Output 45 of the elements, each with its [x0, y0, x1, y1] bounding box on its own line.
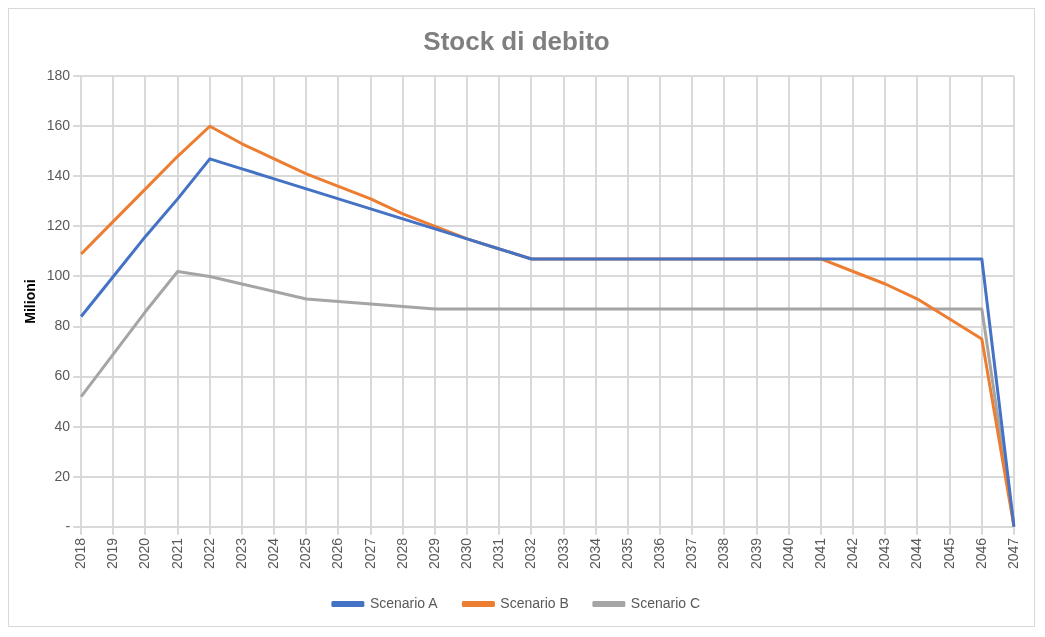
- x-tick-label: 2043: [876, 537, 893, 570]
- x-tick-label: 2041: [811, 537, 828, 570]
- x-tick-label: 2040: [779, 537, 796, 570]
- y-tick-label: 140: [46, 167, 71, 184]
- x-tick-label: 2045: [940, 537, 957, 570]
- y-tick-label: 120: [46, 217, 71, 234]
- y-axis-title: Milioni: [22, 279, 39, 324]
- x-tick-label: 2026: [329, 537, 346, 570]
- x-tick-label: 2023: [232, 537, 249, 570]
- legend-label: Scenario B: [500, 594, 569, 611]
- legend-label: Scenario C: [630, 594, 701, 611]
- x-tick-label: 2038: [715, 537, 732, 570]
- y-tick-label: 100: [46, 267, 71, 284]
- y-tick-label: 20: [54, 467, 71, 484]
- x-tick-label: 2037: [683, 537, 700, 570]
- x-tick-label: 2044: [908, 537, 925, 570]
- x-tick-label: 2035: [618, 537, 635, 570]
- x-tick-label: 2046: [972, 537, 989, 570]
- x-tick-label: 2029: [425, 537, 442, 570]
- x-tick-label: 2025: [297, 537, 314, 570]
- y-tick-label: 80: [54, 317, 71, 334]
- y-tick-label: 60: [54, 367, 71, 384]
- x-tick-label: 2033: [554, 537, 571, 570]
- x-tick-label: 2030: [458, 537, 475, 570]
- x-tick-label: 2021: [168, 537, 185, 570]
- y-tick-label: 40: [54, 417, 71, 434]
- x-tick-label: 2042: [844, 537, 861, 570]
- x-tick-label: 2039: [747, 537, 764, 570]
- x-tick-label: 2018: [72, 537, 89, 570]
- x-tick-label: 2020: [136, 537, 153, 570]
- x-tick-label: 2019: [104, 537, 121, 570]
- x-tick-label: 2022: [200, 537, 217, 570]
- x-tick-label: 2047: [1004, 537, 1021, 570]
- chart-title: Stock di debito: [423, 25, 610, 56]
- x-tick-label: 2032: [522, 537, 539, 570]
- legend-label: Scenario A: [369, 594, 439, 611]
- x-tick-label: 2034: [586, 537, 603, 570]
- y-tick-label: -: [65, 517, 71, 534]
- y-tick-label: 160: [46, 117, 71, 134]
- x-tick-label: 2031: [490, 537, 507, 570]
- y-tick-label: 180: [46, 67, 71, 84]
- x-tick-label: 2024: [265, 537, 282, 570]
- x-tick-label: 2027: [361, 537, 378, 570]
- x-tick-label: 2036: [651, 537, 668, 570]
- x-tick-label: 2028: [393, 537, 410, 570]
